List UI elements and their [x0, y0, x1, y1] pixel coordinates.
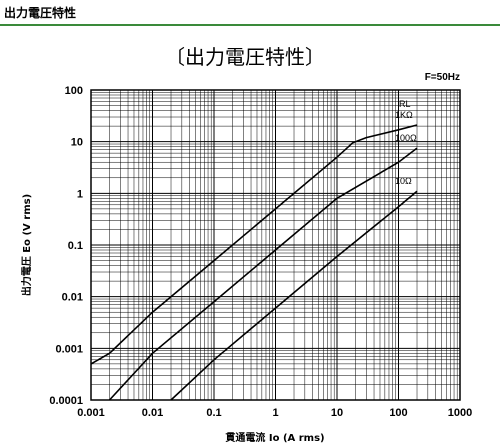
y-axis-label: 出力電圧 Eo (V rms) [20, 194, 33, 296]
x-tick-label: 0.01 [142, 407, 163, 419]
legend-title: RL [399, 99, 411, 109]
x-tick-label: 100 [389, 407, 407, 419]
y-tick-label: 10 [71, 137, 83, 149]
x-tick-label: 1000 [448, 407, 472, 419]
plot-frame [90, 89, 461, 401]
y-tick-label: 0.01 [62, 292, 83, 304]
x-axis-label: 貫通電流 Io (A rms) [225, 431, 324, 444]
x-tick-labels: 0.001 0.01 0.1 1 10 100 1000 [77, 407, 472, 419]
chart-title: 〔出力電圧特性〕 [165, 45, 325, 69]
series-line [108, 147, 418, 401]
chart-grid [90, 90, 460, 401]
series-lines [90, 124, 418, 401]
y-tick-label: 1 [77, 188, 83, 200]
series-labels: 1KΩ 100Ω 10Ω [395, 110, 417, 186]
series-line [90, 124, 418, 365]
frequency-annotation: F=50Hz [425, 72, 460, 83]
page-header: 出力電圧特性 [0, 0, 500, 26]
series-label: 100Ω [395, 133, 417, 143]
y-tick-label: 0.1 [68, 240, 83, 252]
x-tick-label: 0.001 [77, 407, 105, 419]
series-line [170, 190, 418, 401]
series-label: 10Ω [395, 176, 412, 186]
y-tick-label: 100 [65, 85, 83, 97]
x-tick-label: 0.1 [206, 407, 221, 419]
y-tick-labels: 100 10 1 0.1 0.01 0.001 0.0001 [49, 85, 83, 407]
y-tick-label: 0.0001 [49, 395, 83, 407]
header-divider [0, 24, 500, 26]
page-title: 出力電圧特性 [4, 6, 77, 20]
series-label: 1KΩ [395, 110, 413, 120]
x-tick-label: 1 [272, 407, 278, 419]
x-tick-label: 10 [331, 407, 343, 419]
y-tick-label: 0.001 [55, 343, 83, 355]
